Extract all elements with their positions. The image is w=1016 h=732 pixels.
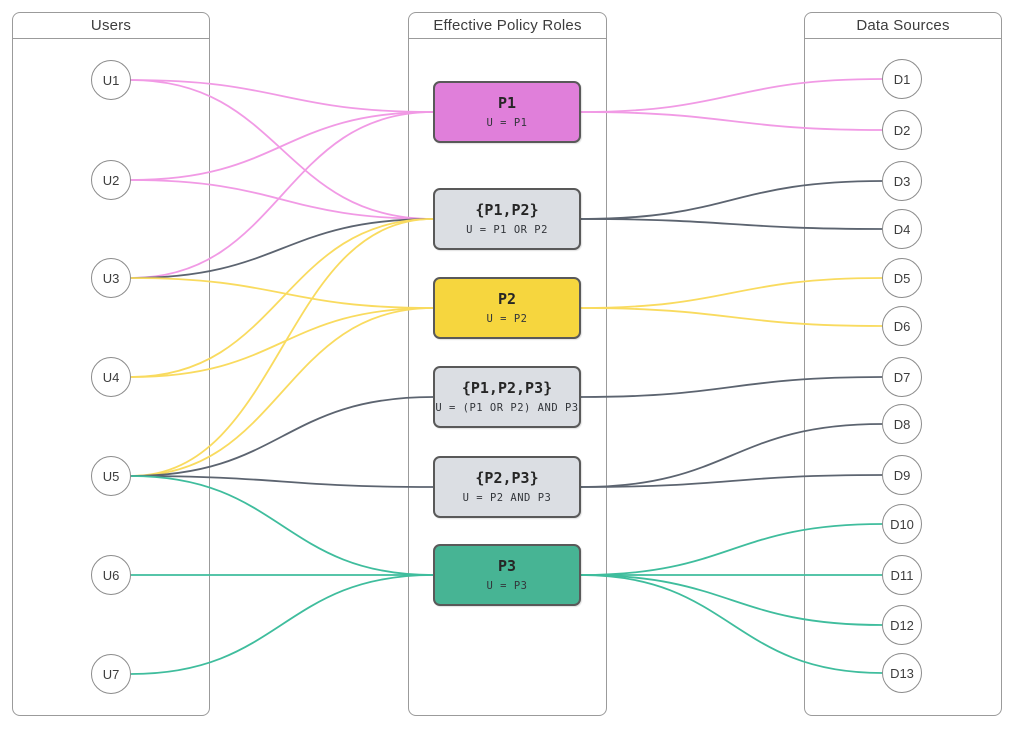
role-box-P1P2[interactable]: {P1,P2} U = P1 OR P2 [433,188,581,250]
user-node-U2[interactable]: U2 [91,160,131,200]
source-node-label: D8 [893,416,911,432]
role-box-P1P2P3[interactable]: {P1,P2,P3} U = (P1 OR P2) AND P3 [433,366,581,428]
source-node-label: D2 [893,122,911,138]
role-box-formula: U = P1 [486,116,528,129]
user-node-label: U6 [102,567,120,583]
roles-panel-title: Effective Policy Roles [433,17,582,34]
role-box-title: {P1,P2,P3} [461,378,553,397]
role-box-title: {P1,P2} [475,200,539,219]
source-node-label: D3 [893,173,911,189]
source-node-label: D9 [893,467,911,483]
source-node-D4[interactable]: D4 [882,209,922,249]
role-box-title: P1 [497,93,517,112]
role-box-P3[interactable]: P3 U = P3 [433,544,581,606]
source-node-D11[interactable]: D11 [882,555,922,595]
role-box-formula: U = P1 OR P2 [466,223,548,236]
users-panel-header: Users [13,13,209,39]
role-box-formula: U = P3 [486,579,528,592]
role-box-P2P3[interactable]: {P2,P3} U = P2 AND P3 [433,456,581,518]
user-node-U3[interactable]: U3 [91,258,131,298]
user-node-U6[interactable]: U6 [91,555,131,595]
user-node-label: U1 [102,72,120,88]
source-node-label: D11 [890,567,914,583]
source-node-label: D1 [893,71,911,87]
role-box-formula: U = (P1 OR P2) AND P3 [435,401,579,414]
role-box-formula: U = P2 AND P3 [462,491,552,504]
source-node-D8[interactable]: D8 [882,404,922,444]
role-box-P2[interactable]: P2 U = P2 [433,277,581,339]
source-node-label: D4 [893,221,911,237]
role-box-title: P2 [497,289,517,308]
source-node-D13[interactable]: D13 [882,653,922,693]
source-node-label: D12 [890,617,914,633]
source-node-label: D6 [893,318,911,334]
user-node-U7[interactable]: U7 [91,654,131,694]
source-node-D1[interactable]: D1 [882,59,922,99]
user-node-U1[interactable]: U1 [91,60,131,100]
source-node-D10[interactable]: D10 [882,504,922,544]
user-node-label: U5 [102,468,120,484]
sources-panel-header: Data Sources [805,13,1001,39]
role-box-P1[interactable]: P1 U = P1 [433,81,581,143]
source-node-label: D5 [893,270,911,286]
source-node-label: D7 [893,369,911,385]
user-node-label: U7 [102,666,120,682]
user-node-U4[interactable]: U4 [91,357,131,397]
source-node-D9[interactable]: D9 [882,455,922,495]
user-node-U5[interactable]: U5 [91,456,131,496]
user-node-label: U4 [102,369,120,385]
role-box-title: {P2,P3} [475,468,539,487]
source-node-D2[interactable]: D2 [882,110,922,150]
source-node-label: D10 [890,516,914,532]
user-node-label: U2 [102,172,120,188]
source-node-D3[interactable]: D3 [882,161,922,201]
roles-panel-header: Effective Policy Roles [409,13,606,39]
sources-panel-title: Data Sources [856,17,950,34]
source-node-D7[interactable]: D7 [882,357,922,397]
source-node-D12[interactable]: D12 [882,605,922,645]
users-panel-title: Users [90,17,132,34]
source-node-label: D13 [890,665,914,681]
source-node-D6[interactable]: D6 [882,306,922,346]
role-box-formula: U = P2 [486,312,528,325]
user-node-label: U3 [102,270,120,286]
role-box-title: P3 [497,556,517,575]
source-node-D5[interactable]: D5 [882,258,922,298]
